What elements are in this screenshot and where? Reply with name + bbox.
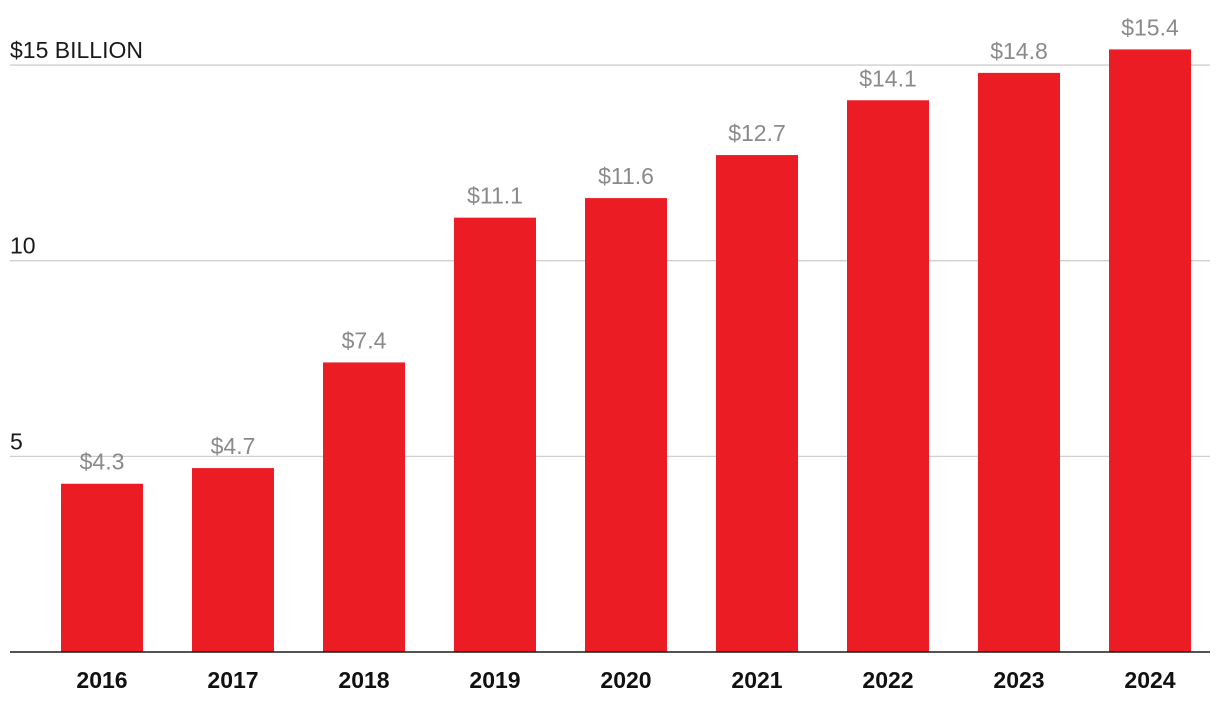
bar-2023 <box>978 72 1060 653</box>
y-tick-label: 10 <box>10 233 36 259</box>
data-label: $11.6 <box>598 163 654 189</box>
y-tick-label: 5 <box>10 428 23 454</box>
bar-2020 <box>585 198 667 653</box>
x-tick-label: 2022 <box>862 667 913 693</box>
x-tick-label: 2020 <box>600 667 651 693</box>
data-label: $14.8 <box>990 38 1048 64</box>
bar-2022 <box>847 100 929 653</box>
x-tick-label: 2019 <box>469 667 520 693</box>
x-tick-label: 2024 <box>1124 667 1175 693</box>
data-label: $15.4 <box>1121 14 1179 40</box>
bar-2017 <box>192 468 274 652</box>
data-label: $4.3 <box>80 449 125 475</box>
x-tick-label: 2023 <box>993 667 1044 693</box>
bar-2021 <box>716 155 798 652</box>
y-tick-label: $15 BILLION <box>10 37 143 63</box>
bar-2016 <box>61 483 143 652</box>
bar-2018 <box>323 362 405 652</box>
data-label: $12.7 <box>728 120 786 146</box>
bar-2024 <box>1109 49 1191 652</box>
data-label: $7.4 <box>342 327 387 353</box>
bars <box>61 49 1191 653</box>
data-label: $11.1 <box>467 183 523 209</box>
data-label: $14.1 <box>859 65 917 91</box>
data-labels: $4.3 $4.7 $7.4 $11.1 $11.6 $12.7 $14.1 $14.8 $15… <box>80 14 1179 474</box>
y-axis-ticks: 5 10 $15 BILLION <box>10 37 143 454</box>
x-tick-label: 2021 <box>731 667 782 693</box>
x-axis-ticks: 2016 2017 2018 2019 2020 2021 2022 2023 2024 <box>76 667 1175 693</box>
bar-2019 <box>454 217 536 653</box>
x-tick-label: 2018 <box>338 667 389 693</box>
data-label: $4.7 <box>211 433 256 459</box>
x-tick-label: 2017 <box>207 667 258 693</box>
x-tick-label: 2016 <box>76 667 127 693</box>
